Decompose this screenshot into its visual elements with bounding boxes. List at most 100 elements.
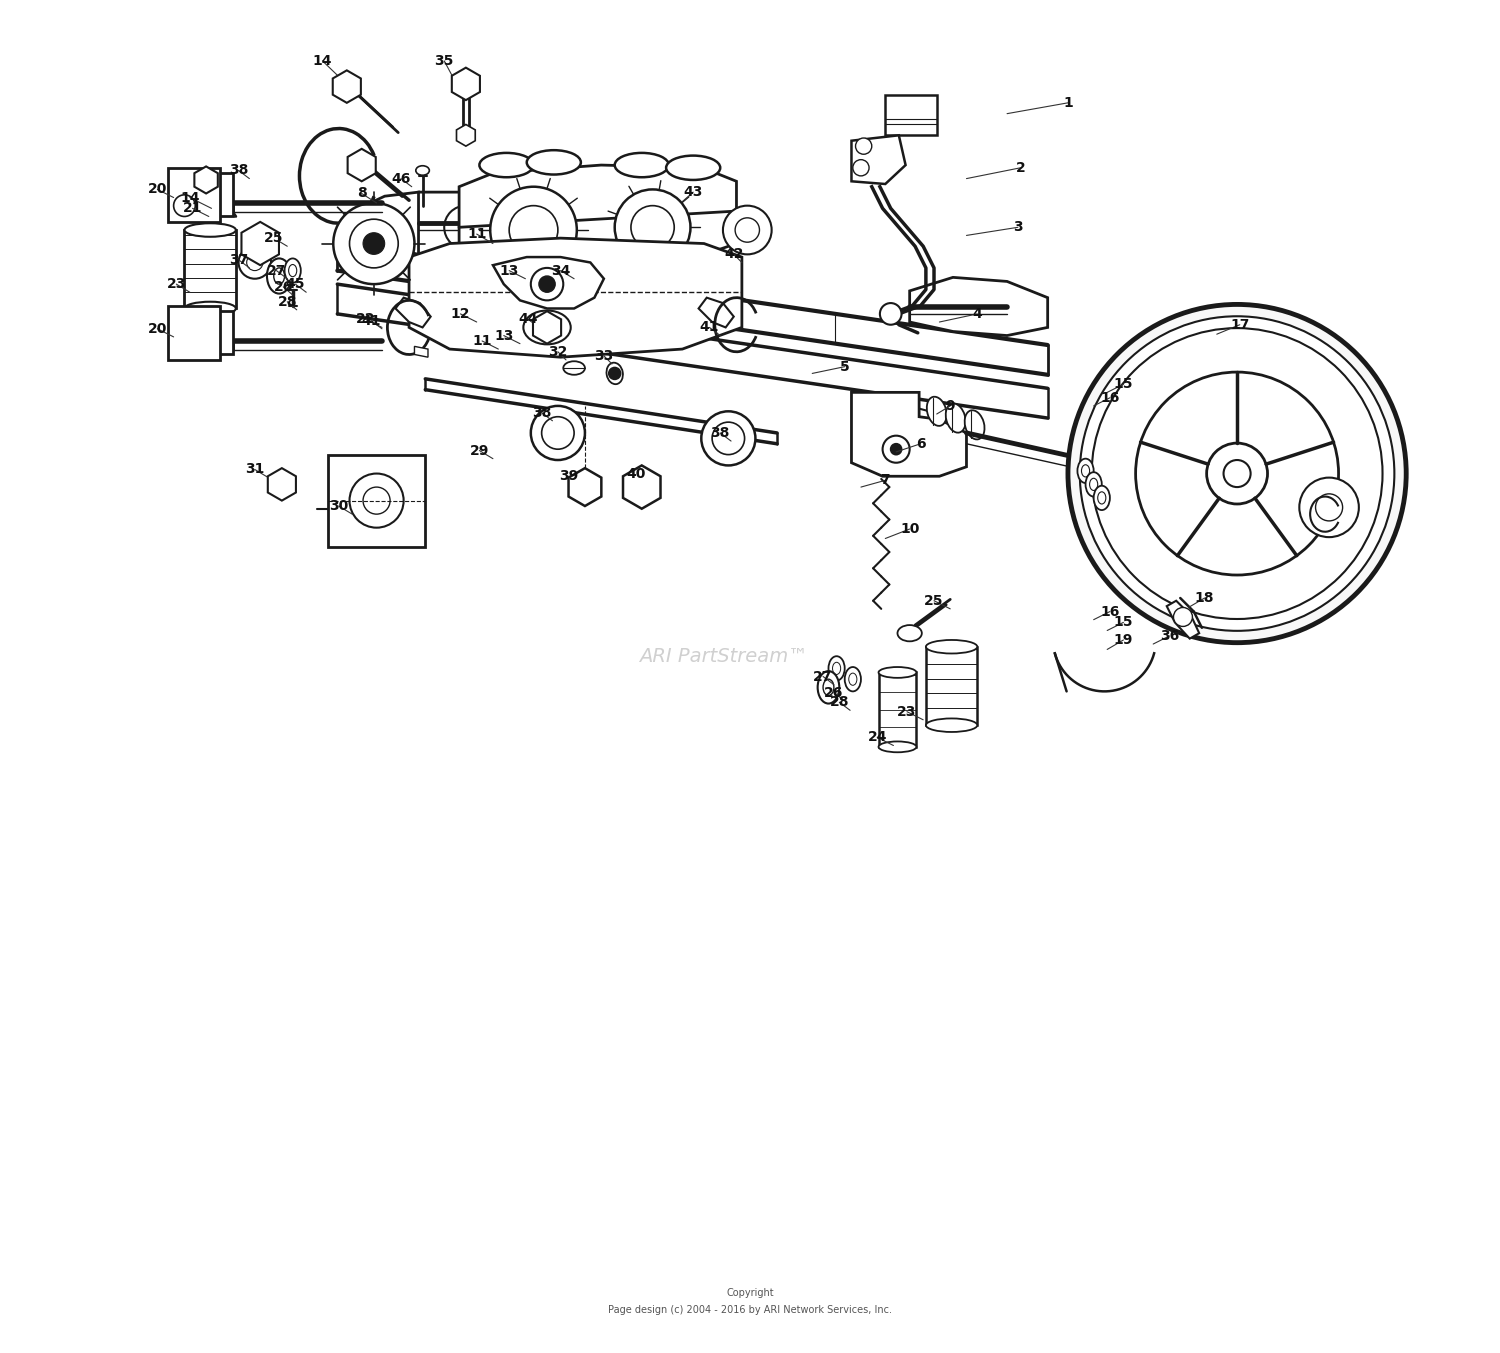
Ellipse shape — [524, 325, 543, 352]
Text: 41: 41 — [699, 321, 718, 334]
Text: 9: 9 — [945, 399, 956, 413]
Polygon shape — [852, 135, 906, 184]
Ellipse shape — [824, 679, 834, 695]
Text: 42: 42 — [724, 248, 744, 261]
Bar — [168, 168, 219, 222]
Text: 26: 26 — [273, 280, 292, 294]
Polygon shape — [459, 165, 736, 244]
Circle shape — [882, 436, 909, 463]
Text: 15: 15 — [1113, 377, 1132, 391]
Text: 40: 40 — [627, 467, 646, 480]
Ellipse shape — [1098, 492, 1106, 505]
Text: 39: 39 — [560, 469, 579, 483]
Circle shape — [509, 206, 558, 254]
Ellipse shape — [964, 410, 984, 440]
Ellipse shape — [267, 258, 291, 294]
Polygon shape — [568, 468, 602, 506]
Ellipse shape — [524, 311, 570, 345]
Text: 23: 23 — [166, 277, 186, 291]
Text: 15: 15 — [1113, 616, 1132, 629]
Ellipse shape — [897, 625, 922, 641]
Ellipse shape — [945, 403, 966, 433]
Text: 35: 35 — [435, 54, 454, 68]
Polygon shape — [1167, 601, 1198, 639]
Circle shape — [1136, 372, 1338, 575]
Ellipse shape — [520, 235, 548, 252]
Polygon shape — [410, 238, 742, 357]
Text: 18: 18 — [1196, 591, 1215, 605]
Circle shape — [702, 411, 756, 465]
Ellipse shape — [184, 302, 236, 315]
Circle shape — [880, 303, 902, 325]
Text: 30: 30 — [328, 499, 348, 513]
Polygon shape — [242, 222, 279, 265]
Text: 3: 3 — [1013, 221, 1023, 234]
Text: 13: 13 — [500, 264, 519, 277]
Text: 20: 20 — [147, 183, 166, 196]
Ellipse shape — [1089, 479, 1098, 491]
Circle shape — [542, 417, 574, 449]
Ellipse shape — [1082, 465, 1089, 478]
Text: 13: 13 — [494, 329, 513, 342]
Polygon shape — [414, 346, 428, 357]
Ellipse shape — [1106, 464, 1120, 487]
Circle shape — [444, 206, 488, 249]
Text: 38: 38 — [711, 426, 730, 440]
Ellipse shape — [483, 325, 502, 352]
Circle shape — [688, 295, 726, 333]
Text: 27: 27 — [813, 670, 832, 683]
Ellipse shape — [1095, 460, 1108, 484]
Ellipse shape — [184, 223, 236, 237]
Circle shape — [588, 273, 615, 300]
Text: Copyright: Copyright — [726, 1288, 774, 1299]
Ellipse shape — [879, 741, 916, 752]
Text: 25: 25 — [264, 231, 284, 245]
Circle shape — [891, 444, 902, 455]
Circle shape — [630, 475, 654, 499]
Text: 28: 28 — [278, 295, 297, 308]
Text: 14: 14 — [180, 191, 200, 204]
Circle shape — [632, 206, 674, 249]
Text: 38: 38 — [532, 406, 552, 419]
Text: 36: 36 — [1160, 629, 1179, 643]
Text: 34: 34 — [550, 264, 570, 277]
Circle shape — [608, 367, 621, 380]
Circle shape — [853, 160, 868, 176]
Ellipse shape — [1077, 459, 1094, 483]
Text: 44: 44 — [519, 313, 538, 326]
Text: 25: 25 — [924, 594, 944, 607]
Text: 5: 5 — [840, 360, 849, 373]
Text: 4: 4 — [972, 307, 982, 321]
Circle shape — [735, 218, 759, 242]
Text: 12: 12 — [450, 307, 470, 321]
Text: 11: 11 — [472, 334, 492, 348]
Circle shape — [490, 187, 578, 273]
Circle shape — [1316, 494, 1342, 521]
Ellipse shape — [926, 718, 978, 732]
Polygon shape — [195, 166, 217, 193]
Polygon shape — [494, 257, 604, 308]
Circle shape — [246, 254, 262, 271]
Circle shape — [574, 476, 596, 498]
Text: 41: 41 — [362, 314, 381, 327]
Bar — [184, 230, 236, 308]
Text: 32: 32 — [548, 345, 567, 359]
Circle shape — [531, 268, 564, 300]
Text: 20: 20 — [147, 322, 166, 336]
Circle shape — [273, 475, 291, 494]
Text: 22: 22 — [356, 313, 375, 326]
Bar — [168, 306, 219, 360]
Text: 16: 16 — [1100, 605, 1119, 618]
Circle shape — [578, 262, 626, 311]
Text: 33: 33 — [594, 349, 613, 363]
Circle shape — [238, 246, 272, 279]
Text: 46: 46 — [392, 172, 411, 185]
Polygon shape — [699, 298, 734, 327]
Polygon shape — [852, 392, 966, 476]
Ellipse shape — [844, 667, 861, 691]
Circle shape — [1206, 444, 1268, 505]
Ellipse shape — [666, 156, 720, 180]
Text: 6: 6 — [915, 437, 926, 451]
Bar — [328, 455, 426, 547]
Ellipse shape — [926, 640, 978, 653]
